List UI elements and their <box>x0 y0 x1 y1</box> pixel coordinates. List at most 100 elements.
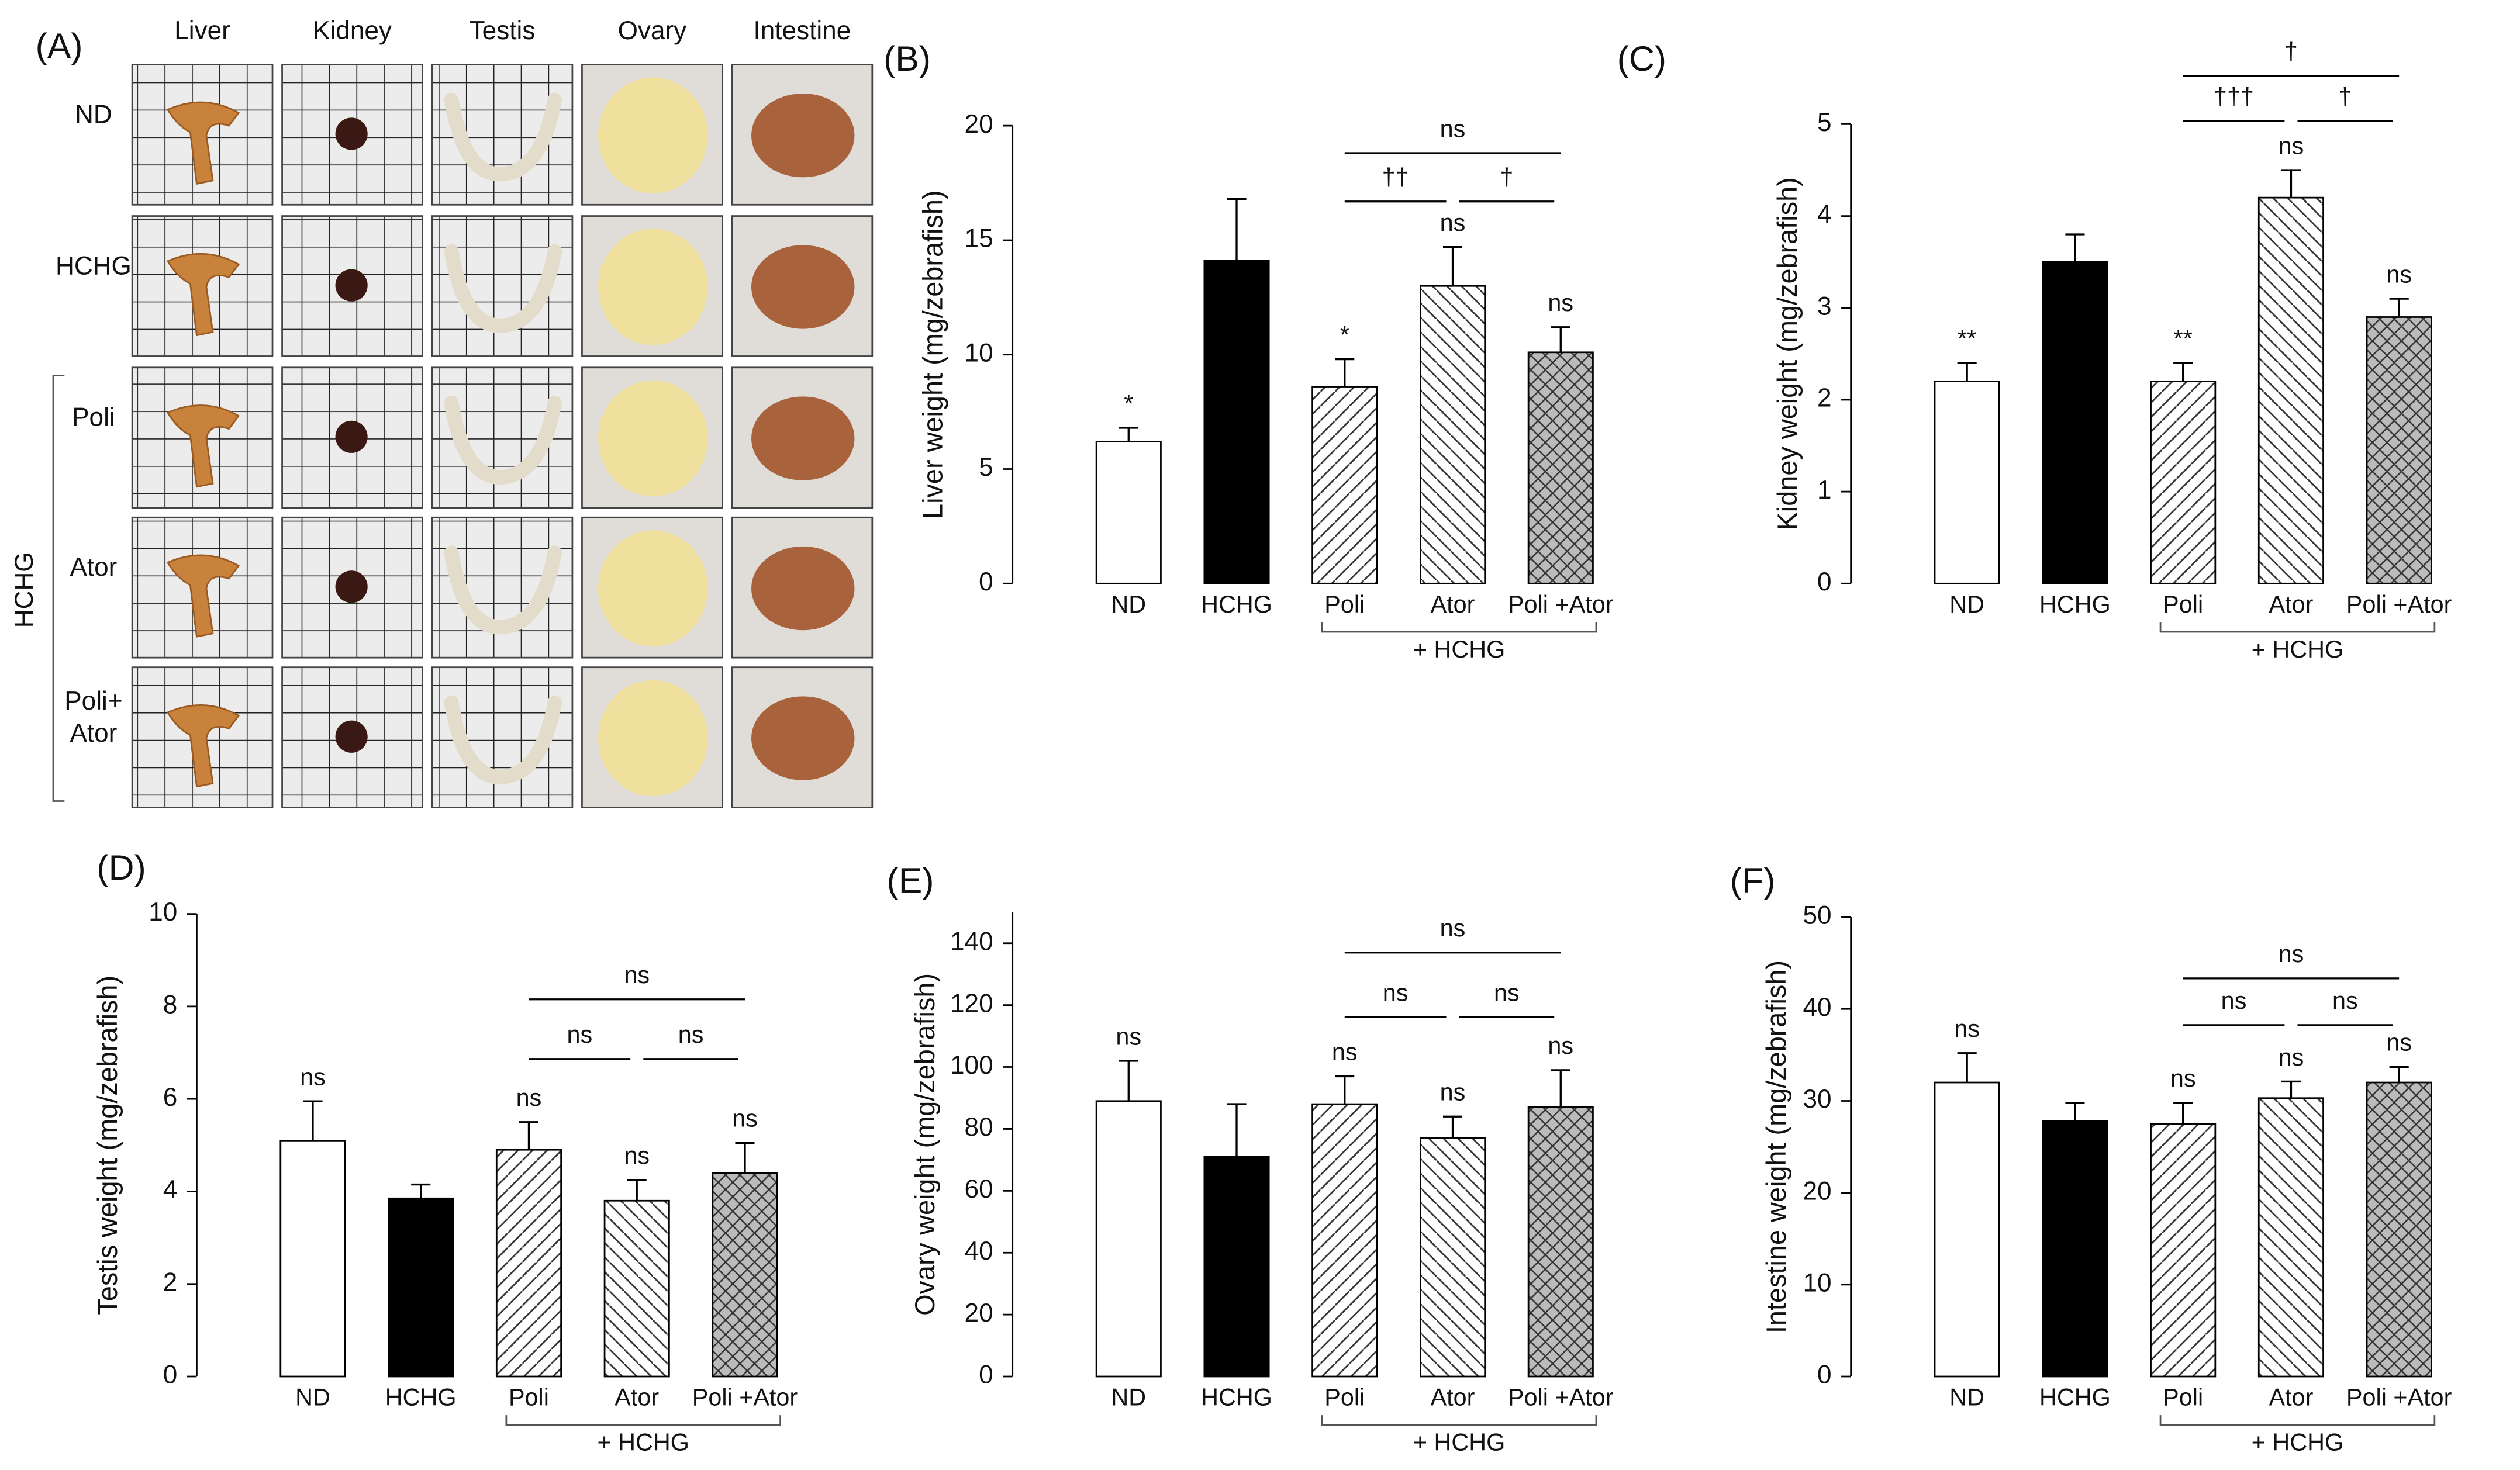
y-tick-label: 80 <box>965 1113 993 1142</box>
group-bracket <box>1321 622 1597 633</box>
organ-photo <box>751 696 855 780</box>
organ-photo <box>166 704 240 788</box>
comparison-label: †† <box>1382 164 1409 191</box>
group-label: HCHG <box>10 552 39 628</box>
y-tick-label: 0 <box>1817 568 1832 596</box>
x-tick-label: HCHG <box>2039 1384 2111 1411</box>
x-tick-label: ND <box>1111 591 1146 618</box>
x-tick-label: Poli <box>1324 591 1365 618</box>
x-tick-label: Ator <box>615 1384 659 1411</box>
group-label: + HCHG <box>2252 636 2343 663</box>
bar <box>279 1139 346 1378</box>
x-tick-label: HCHG <box>1201 1384 1272 1411</box>
comparison-label: ns <box>1494 979 1520 1006</box>
significance-label: ns <box>1332 1039 1358 1066</box>
y-tick-label: 10 <box>149 898 177 926</box>
y-tick-label: 2 <box>163 1268 178 1296</box>
y-tick-label: 0 <box>163 1361 178 1389</box>
organ-photo <box>166 101 240 185</box>
y-tick-label: 15 <box>965 224 993 253</box>
group-bracket <box>52 375 65 802</box>
x-tick-label: ND <box>1111 1384 1146 1411</box>
comparison-label: ns <box>2279 940 2304 967</box>
y-tick-label: 5 <box>979 453 993 482</box>
y-tick-label: 10 <box>965 338 993 367</box>
bar <box>1311 386 1378 584</box>
x-tick-label: Poli +Ator <box>1508 1384 1614 1411</box>
y-tick-label: 5 <box>1817 108 1832 137</box>
x-tick-label: Ator <box>1431 591 1475 618</box>
comparison-label: † <box>1500 164 1513 191</box>
y-tick-label: 120 <box>950 989 993 1018</box>
group-bracket <box>505 1415 782 1426</box>
x-tick-label: HCHG <box>385 1384 457 1411</box>
x-tick-label: Poli +Ator <box>2346 591 2452 618</box>
bar <box>1527 351 1594 584</box>
bar <box>2042 261 2108 584</box>
x-tick-label: Poli +Ator <box>692 1384 798 1411</box>
y-tick-label: 50 <box>1803 901 1831 930</box>
panel-label: (F) <box>1730 860 1775 900</box>
group-bracket <box>2159 622 2436 633</box>
row-label: Ator <box>70 719 117 748</box>
organ-photo <box>166 404 240 488</box>
y-tick-label: 60 <box>965 1175 993 1203</box>
organ-photo <box>751 94 855 178</box>
comparison-label: ns <box>624 961 650 988</box>
y-axis-label: Ovary weight (mg/zebrafish) <box>910 973 940 1316</box>
organ-photo <box>598 229 708 345</box>
x-tick-label: Ator <box>1431 1384 1475 1411</box>
comparison-label: ††† <box>2214 83 2254 110</box>
bar <box>1419 285 1486 584</box>
panel-label: (B) <box>883 39 931 78</box>
bar <box>712 1172 778 1378</box>
y-tick-label: 1 <box>1817 476 1832 504</box>
x-tick-label: Poli <box>2163 591 2203 618</box>
x-tick-label: HCHG <box>2039 591 2111 618</box>
column-label: Testis <box>470 16 536 45</box>
bar <box>2042 1120 2108 1378</box>
organ-photo <box>335 117 368 150</box>
bar <box>1095 1100 1162 1378</box>
x-tick-label: ND <box>295 1384 330 1411</box>
panel-label: (A) <box>36 26 83 65</box>
organ-photo <box>598 77 708 193</box>
group-bracket <box>1321 1415 1597 1426</box>
significance-label: ** <box>2174 325 2193 352</box>
y-tick-label: 140 <box>950 927 993 956</box>
y-axis-label: Testis weight (mg/zebrafish) <box>92 976 123 1315</box>
bar <box>2257 1097 2324 1378</box>
x-tick-label: Poli +Ator <box>2346 1384 2452 1411</box>
y-tick-label: 4 <box>1817 200 1832 229</box>
significance-label: ** <box>1958 325 1976 352</box>
bar <box>2366 316 2432 584</box>
row-label: Poli <box>72 403 115 432</box>
significance-label: ns <box>2386 1029 2412 1056</box>
panel-label: (E) <box>887 860 934 900</box>
organ-photo <box>751 245 855 329</box>
bar <box>1203 260 1270 584</box>
bar <box>1203 1156 1270 1378</box>
organ-photo <box>598 380 708 497</box>
comparison-label: ns <box>1383 979 1409 1006</box>
significance-label: ns <box>1954 1015 1980 1042</box>
organ-photo <box>598 530 708 646</box>
significance-label: ns <box>1548 1032 1573 1059</box>
significance-label: ns <box>732 1105 758 1132</box>
organ-photo <box>751 546 855 631</box>
comparison-label: ns <box>1440 115 1466 142</box>
y-tick-label: 30 <box>1803 1085 1831 1113</box>
x-tick-label: Poli <box>509 1384 549 1411</box>
comparison-label: ns <box>567 1021 592 1048</box>
row-label: HCHG <box>56 251 132 280</box>
y-tick-label: 20 <box>965 1299 993 1327</box>
comparison-label: † <box>2284 38 2298 65</box>
panel-label: (C) <box>1617 39 1666 78</box>
organ-photo <box>444 545 562 635</box>
significance-label: ns <box>1116 1023 1141 1050</box>
row-label: ND <box>75 100 112 129</box>
bar <box>388 1197 454 1378</box>
organ-photo <box>444 695 562 784</box>
group-label: + HCHG <box>1413 1429 1505 1456</box>
comparison-label: ns <box>1440 915 1466 942</box>
